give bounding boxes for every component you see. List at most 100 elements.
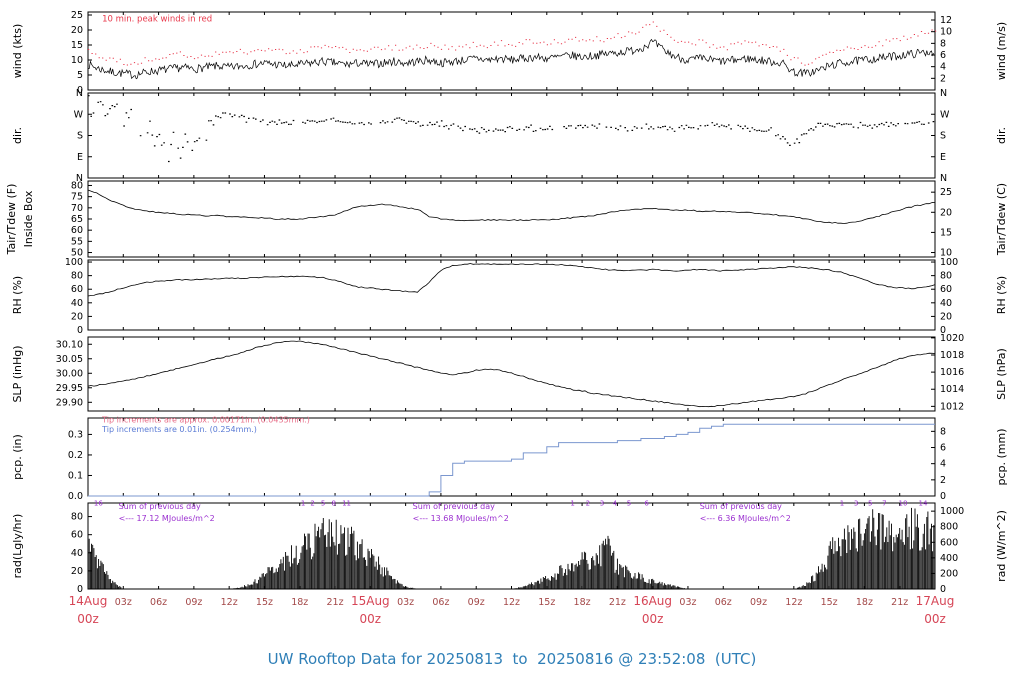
tick-label: 20	[940, 207, 952, 218]
tick-label: W	[74, 109, 84, 120]
y-axis-right: 0 20 40 60 80 100	[931, 257, 958, 336]
tick-label: 50	[71, 248, 83, 259]
y-axis-title-right: pcp. (mm)	[995, 428, 1008, 485]
annotation-text: 6	[644, 500, 649, 508]
tick-label: 60	[71, 530, 83, 541]
panel-frame	[87, 502, 936, 590]
x-axis-minor-label: 12z	[221, 597, 238, 608]
x-axis-minor-label: 15z	[538, 597, 555, 608]
panel-frame	[87, 259, 936, 331]
y-axis-title-right: Tair/Tdew (C)	[995, 183, 1008, 256]
wind-peak-series	[88, 21, 937, 66]
x-axis-minor-label: 03z	[115, 597, 132, 608]
tick-label: E	[77, 152, 83, 163]
x-axis-minor-label: 09z	[468, 597, 485, 608]
tick-label: W	[940, 109, 950, 120]
x-axis-minor-label: 21z	[327, 597, 344, 608]
panel-pressure: 29.9029.9530.0030.0530.10101210141016101…	[11, 333, 1008, 412]
tick-label: N	[76, 88, 83, 99]
x-axis-ticks	[122, 337, 901, 411]
annotation-text: 14	[919, 500, 928, 508]
x-axis-hour-label: 00z	[924, 612, 946, 626]
x-axis-minor-label: 15z	[256, 597, 273, 608]
chart-title: UW Rooftop Data for 20250813 to 20250816…	[267, 650, 757, 668]
annotation-text: 8	[332, 500, 336, 508]
y-axis-right: 1012 1014 1016 1018 1020	[931, 333, 964, 412]
annotation-text: <--- 13.68 MJoules/m^2	[413, 514, 509, 523]
x-axis-minor-label: 09z	[185, 597, 202, 608]
x-axis-hour-label: 00z	[642, 612, 664, 626]
tick-label: 4	[940, 459, 946, 470]
air-temperature-series	[87, 189, 936, 224]
x-axis-minor-label: 03z	[397, 597, 414, 608]
y-axis-title-right: SLP (hPa)	[995, 348, 1008, 400]
tick-label: 15	[71, 40, 83, 51]
annotation-text: 1	[840, 500, 844, 508]
tick-label: 80	[71, 512, 83, 523]
x-axis-minor-label: 03z	[679, 597, 696, 608]
tick-label: 20	[71, 25, 83, 36]
annotation-text: 5	[321, 500, 325, 508]
tick-label: 1012	[940, 401, 964, 412]
tick-label: 60	[940, 284, 952, 295]
y-axis-title-right: RH (%)	[995, 276, 1008, 314]
x-axis-date-label: 17Aug	[916, 594, 955, 608]
tick-label: 40	[71, 298, 83, 309]
tick-label: 1020	[940, 333, 964, 344]
panel-frame	[87, 336, 936, 412]
y-axis-title-left: rad(Lgly/hr)	[11, 514, 24, 579]
relative-humidity-series	[87, 263, 936, 297]
y-axis-title-right: wind (m/s)	[995, 22, 1008, 80]
annotation-text: 11	[342, 500, 351, 508]
tick-label: 25	[940, 187, 952, 198]
tick-label: 40	[940, 298, 952, 309]
x-axis-minor-label: 15z	[821, 597, 838, 608]
y-axis-title-left: Inside Box	[22, 190, 35, 247]
y-axis-title-left: pcp. (in)	[11, 434, 24, 480]
tick-label: 12	[940, 15, 952, 26]
annotation-text: 1	[301, 500, 305, 508]
tick-label: N	[940, 88, 947, 99]
y-axis-right: 10 15 20 25	[931, 187, 952, 259]
x-axis-minor-label: 09z	[750, 597, 767, 608]
y-axis-title-left: SLP (inHg)	[11, 345, 24, 402]
y-axis-right: 0 200 400 600 800 1000	[931, 506, 964, 595]
tick-label: 0	[940, 584, 946, 595]
tick-label: 70	[71, 203, 83, 214]
tick-label: 600	[940, 537, 958, 548]
tick-label: 80	[940, 271, 952, 282]
annotation-text: Tip increments are 0.01in. (0.254mm.)	[101, 425, 257, 434]
tick-label: 20	[71, 566, 83, 577]
x-axis-minor-label: 12z	[503, 597, 520, 608]
tick-label: 8	[940, 426, 946, 437]
panel-frame	[87, 11, 936, 91]
tick-label: 29.90	[56, 397, 83, 408]
annotation-text: 10	[899, 500, 908, 508]
y-axis-right: 0 2 4 6 8	[931, 426, 946, 502]
tick-label: 0.3	[68, 429, 83, 440]
sea-level-pressure-series	[87, 340, 936, 408]
tick-label: 30.10	[56, 339, 83, 350]
panel-humidity: 0 20 40 60 80 100 0 20 40 60 80 100 RH (%) RH (%)	[11, 257, 1008, 336]
x-axis-date-label: 16Aug	[633, 594, 672, 608]
tick-label: 10	[940, 27, 952, 38]
x-axis-minor-label: 18z	[291, 597, 308, 608]
y-axis-title-right: rad (W/m^2)	[995, 510, 1008, 582]
x-axis-minor-label: 18z	[574, 597, 591, 608]
x-axis-minor-label: 06z	[715, 597, 732, 608]
x-axis-ticks	[122, 181, 901, 257]
tick-label: 1000	[940, 506, 964, 517]
tick-label: 0.0	[68, 491, 83, 502]
x-axis-ticks	[122, 93, 901, 178]
x-axis-minor-label: 18z	[856, 597, 873, 608]
annotation-text: 5	[868, 500, 872, 508]
annotation-text: 3	[600, 500, 604, 508]
tick-label: 0	[940, 325, 946, 336]
tick-label: 15	[940, 227, 952, 238]
solar-radiation-series	[87, 507, 935, 589]
cumulative-precip-series	[88, 423, 935, 497]
